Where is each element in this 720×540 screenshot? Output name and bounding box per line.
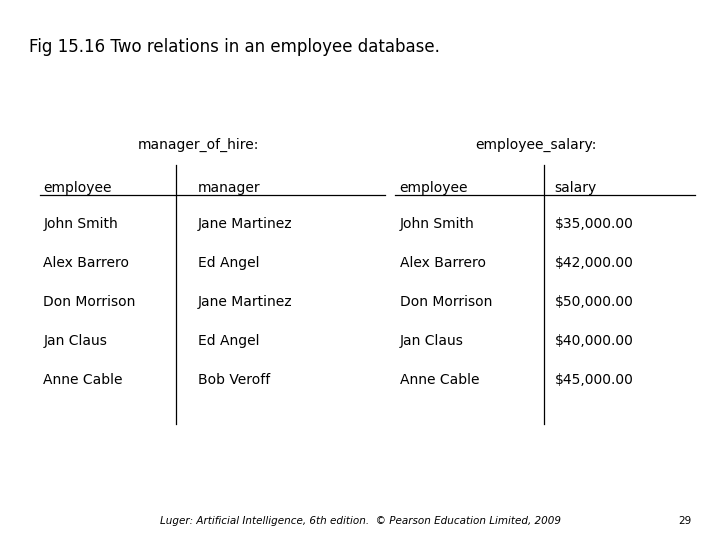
Text: $50,000.00: $50,000.00 <box>554 295 634 309</box>
Text: $42,000.00: $42,000.00 <box>554 256 634 270</box>
Text: Alex Barrero: Alex Barrero <box>43 256 129 270</box>
Text: manager: manager <box>198 181 261 195</box>
Text: Don Morrison: Don Morrison <box>43 295 135 309</box>
Text: employee_salary:: employee_salary: <box>476 138 597 152</box>
Text: $35,000.00: $35,000.00 <box>554 217 634 231</box>
Text: Ed Angel: Ed Angel <box>198 334 259 348</box>
Text: John Smith: John Smith <box>400 217 474 231</box>
Text: Bob Veroff: Bob Veroff <box>198 373 270 387</box>
Text: $45,000.00: $45,000.00 <box>554 373 634 387</box>
Text: Ed Angel: Ed Angel <box>198 256 259 270</box>
Text: Anne Cable: Anne Cable <box>400 373 479 387</box>
Text: employee: employee <box>43 181 112 195</box>
Text: Alex Barrero: Alex Barrero <box>400 256 485 270</box>
Text: $40,000.00: $40,000.00 <box>554 334 634 348</box>
Text: Jan Claus: Jan Claus <box>400 334 464 348</box>
Text: John Smith: John Smith <box>43 217 118 231</box>
Text: 29: 29 <box>678 516 691 526</box>
Text: Luger: Artificial Intelligence, 6th edition.  © Pearson Education Limited, 2009: Luger: Artificial Intelligence, 6th edit… <box>160 516 560 526</box>
Text: Jan Claus: Jan Claus <box>43 334 107 348</box>
Text: Don Morrison: Don Morrison <box>400 295 492 309</box>
Text: salary: salary <box>554 181 597 195</box>
Text: Anne Cable: Anne Cable <box>43 373 122 387</box>
Text: Jane Martinez: Jane Martinez <box>198 217 292 231</box>
Text: employee: employee <box>400 181 468 195</box>
Text: Jane Martinez: Jane Martinez <box>198 295 292 309</box>
Text: manager_of_hire:: manager_of_hire: <box>138 138 258 152</box>
Text: Fig 15.16 Two relations in an employee database.: Fig 15.16 Two relations in an employee d… <box>29 38 440 56</box>
